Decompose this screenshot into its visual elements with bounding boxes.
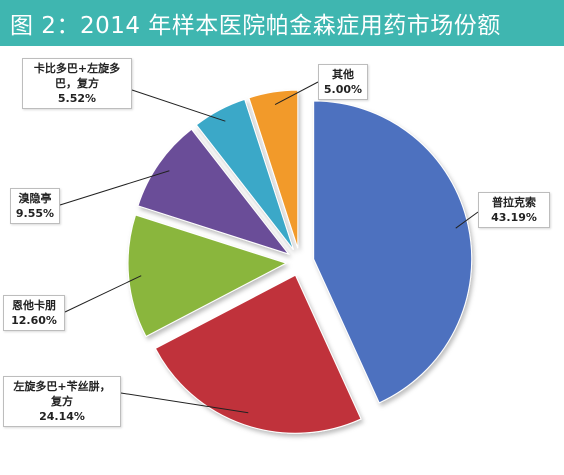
slice-label-0: 普拉克索 43.19% [478,192,550,228]
pie-slice-5 [248,89,299,249]
slice-label-0-name: 普拉克索 [492,196,536,209]
slice-label-3-value: 9.55% [15,207,55,220]
slice-label-3: 溴隐亭 9.55% [10,188,60,224]
slice-label-4-name: 卡比多巴+左旋多巴，复方 [33,62,121,90]
slice-label-2: 恩他卡朋 12.60% [3,295,65,331]
pie-slice-2 [127,214,288,338]
leader-line-4 [131,89,226,122]
slice-label-1: 左旋多巴+苄丝肼，复方 24.14% [3,376,121,427]
slice-label-5-value: 5.00% [323,83,363,96]
slice-label-0-value: 43.19% [491,211,537,224]
leader-line-1 [120,392,249,414]
pie-slice-4 [195,98,294,250]
slice-label-4-value: 5.52% [57,92,97,105]
leader-line-3 [59,170,170,206]
slice-label-1-value: 24.14% [39,410,85,423]
pie-slice-3 [137,128,290,255]
pie-slice-0 [313,100,473,404]
leader-lines [59,81,479,414]
pie-slices [127,89,473,434]
chart-title: 图 2：2014 年样本医院帕金森症用药市场份额 [0,0,564,46]
slice-label-3-name: 溴隐亭 [18,192,52,205]
slice-label-5-name: 其他 [332,68,354,81]
slice-label-4: 卡比多巴+左旋多巴，复方 5.52% [22,58,132,109]
slice-label-5: 其他 5.00% [318,64,368,100]
leader-line-0 [455,211,479,229]
slice-label-2-name: 恩他卡朋 [12,299,56,312]
leader-line-5 [274,81,319,106]
slice-label-1-name: 左旋多巴+苄丝肼，复方 [13,380,111,408]
pie-slice-1 [154,274,362,434]
leader-line-2 [64,275,142,313]
slice-label-2-value: 12.60% [11,314,57,327]
